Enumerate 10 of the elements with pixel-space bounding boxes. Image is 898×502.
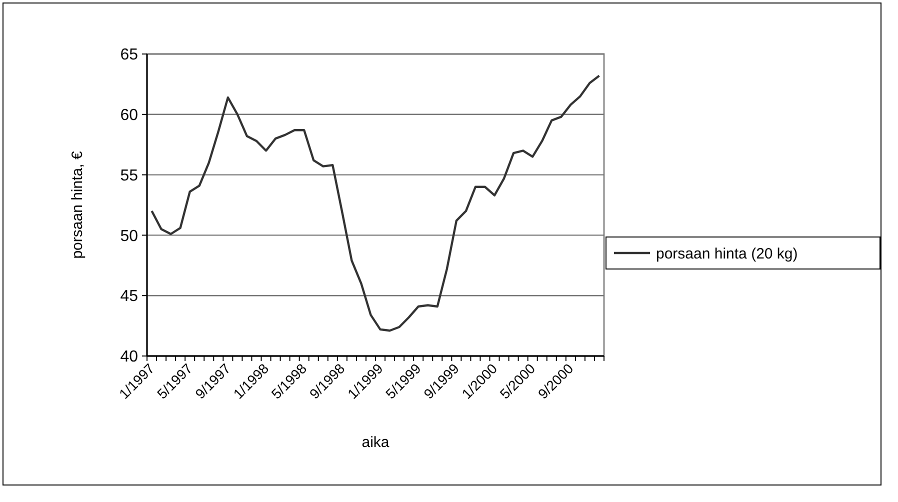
y-tick-label: 45 <box>120 288 138 306</box>
line-series <box>150 74 600 332</box>
y-tick-label: 60 <box>120 107 138 124</box>
x-axis-title: aika <box>362 434 390 451</box>
y-tick-label: 40 <box>120 348 138 366</box>
legend-label: porsaan hinta (20 kg) <box>656 245 798 262</box>
y-tick-label: 50 <box>120 228 138 245</box>
y-tick-label: 55 <box>120 167 138 184</box>
y-tick-label: 65 <box>120 46 138 64</box>
y-axis-title: porsaan hinta, € <box>69 150 86 259</box>
